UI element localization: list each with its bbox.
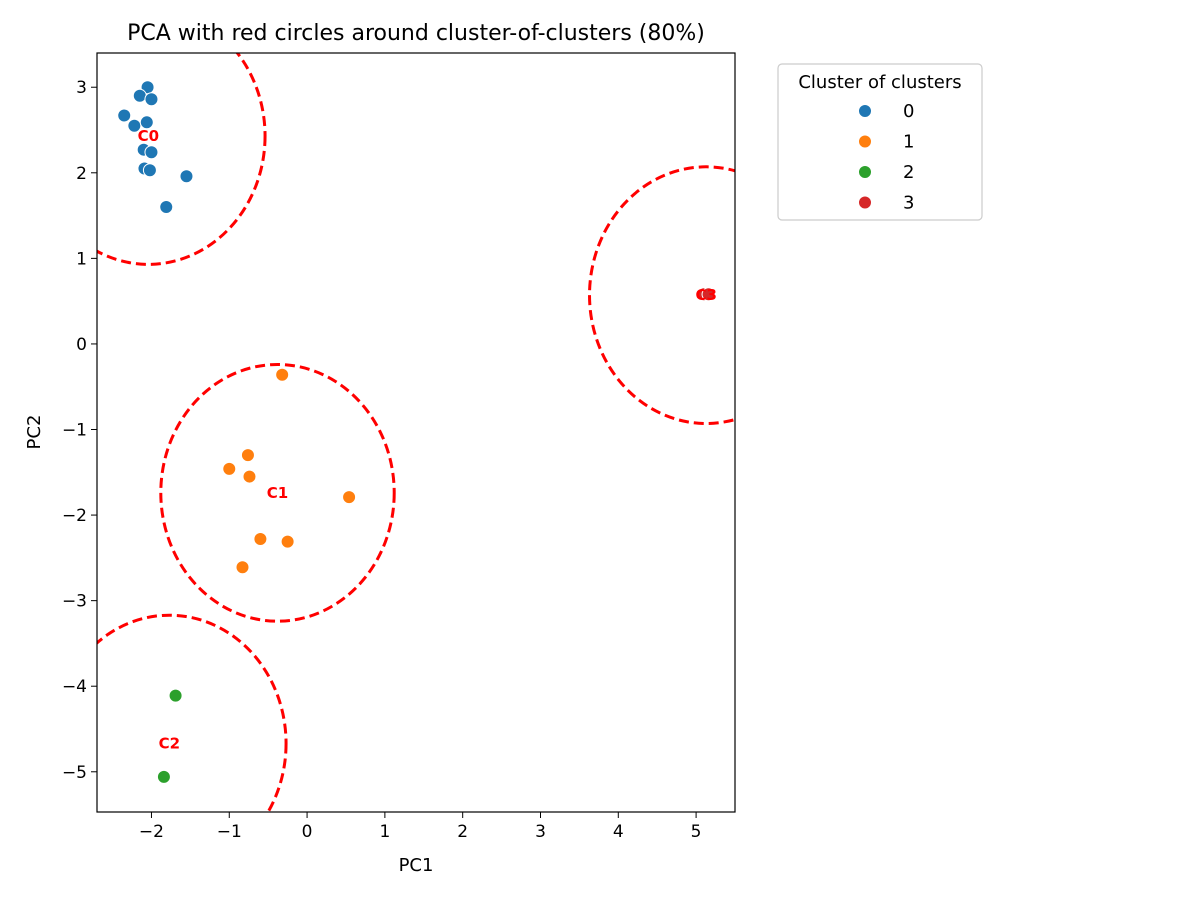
x-tick-label: 3 <box>535 822 546 842</box>
data-point <box>144 145 159 160</box>
legend-entries: 0 1 2 3 <box>858 101 914 214</box>
data-point <box>168 688 183 703</box>
data-point <box>132 88 147 103</box>
y-tick-label: 3 <box>76 78 87 98</box>
legend-entry-label: 0 <box>903 101 914 122</box>
plot-background <box>97 53 735 812</box>
y-tick-label: −3 <box>62 592 87 612</box>
y-tick-label: 2 <box>76 164 87 184</box>
data-point <box>142 163 157 178</box>
data-point <box>139 115 154 130</box>
legend-box <box>777 63 983 221</box>
data-point <box>342 490 357 505</box>
y-tick-label: −1 <box>62 421 87 441</box>
data-point <box>240 448 255 463</box>
data-point <box>280 534 295 549</box>
cluster-label: C1 <box>267 484 288 502</box>
cluster-label: C3 <box>695 286 716 304</box>
y-tick-label: −4 <box>62 677 87 697</box>
x-tick-label: 1 <box>379 822 390 842</box>
data-point <box>117 108 132 123</box>
y-axis-ticks: −5 −4 −3 −2 −1 0 1 2 3 <box>62 78 97 783</box>
data-points-layer <box>117 80 716 784</box>
legend-marker <box>858 134 872 149</box>
legend-entry-label: 3 <box>903 193 914 214</box>
legend: Cluster of clusters 0 1 2 3 <box>777 63 983 221</box>
data-point <box>701 287 716 302</box>
legend-marker <box>858 104 872 118</box>
y-tick-label: −5 <box>62 763 87 783</box>
cluster-circle <box>159 362 396 623</box>
cluster-circle <box>588 165 735 425</box>
data-point <box>179 169 194 184</box>
x-tick-label: 5 <box>691 822 702 842</box>
y-axis-label: PC2 <box>24 415 45 450</box>
data-point <box>235 560 250 575</box>
data-point <box>144 92 159 107</box>
data-point <box>222 461 237 476</box>
x-tick-label: 0 <box>302 822 313 842</box>
legend-entry-label: 1 <box>903 132 914 153</box>
chart-title: PCA with red circles around cluster-of-c… <box>127 21 705 46</box>
data-point <box>159 200 174 215</box>
cluster-label: C0 <box>138 127 159 145</box>
x-tick-label: 2 <box>457 822 468 842</box>
legend-marker <box>858 165 872 179</box>
cluster-circles-layer <box>97 53 735 812</box>
data-point <box>242 469 257 484</box>
cluster-circle <box>97 613 288 812</box>
y-tick-label: 0 <box>76 335 87 355</box>
x-tick-label: −2 <box>139 822 164 842</box>
plot-frame <box>96 52 736 813</box>
cluster-label: C2 <box>159 735 180 753</box>
data-point <box>253 532 268 547</box>
x-tick-label: 4 <box>613 822 624 842</box>
x-axis-label: PC1 <box>399 855 434 876</box>
y-tick-label: 1 <box>76 249 87 269</box>
legend-marker <box>858 195 872 210</box>
plot-area: C0 C1 C2 C3 <box>96 52 736 813</box>
legend-title: Cluster of clusters <box>798 72 961 93</box>
legend-entry-label: 2 <box>903 162 914 183</box>
y-tick-label: −2 <box>62 506 87 526</box>
data-point <box>275 367 290 382</box>
cluster-circle <box>97 53 267 266</box>
cluster-labels-layer: C0 C1 C2 C3 <box>138 127 717 753</box>
x-tick-label: −1 <box>217 822 242 842</box>
data-point <box>156 769 171 784</box>
x-axis-ticks: −2 −1 0 1 2 3 4 5 <box>139 812 702 842</box>
